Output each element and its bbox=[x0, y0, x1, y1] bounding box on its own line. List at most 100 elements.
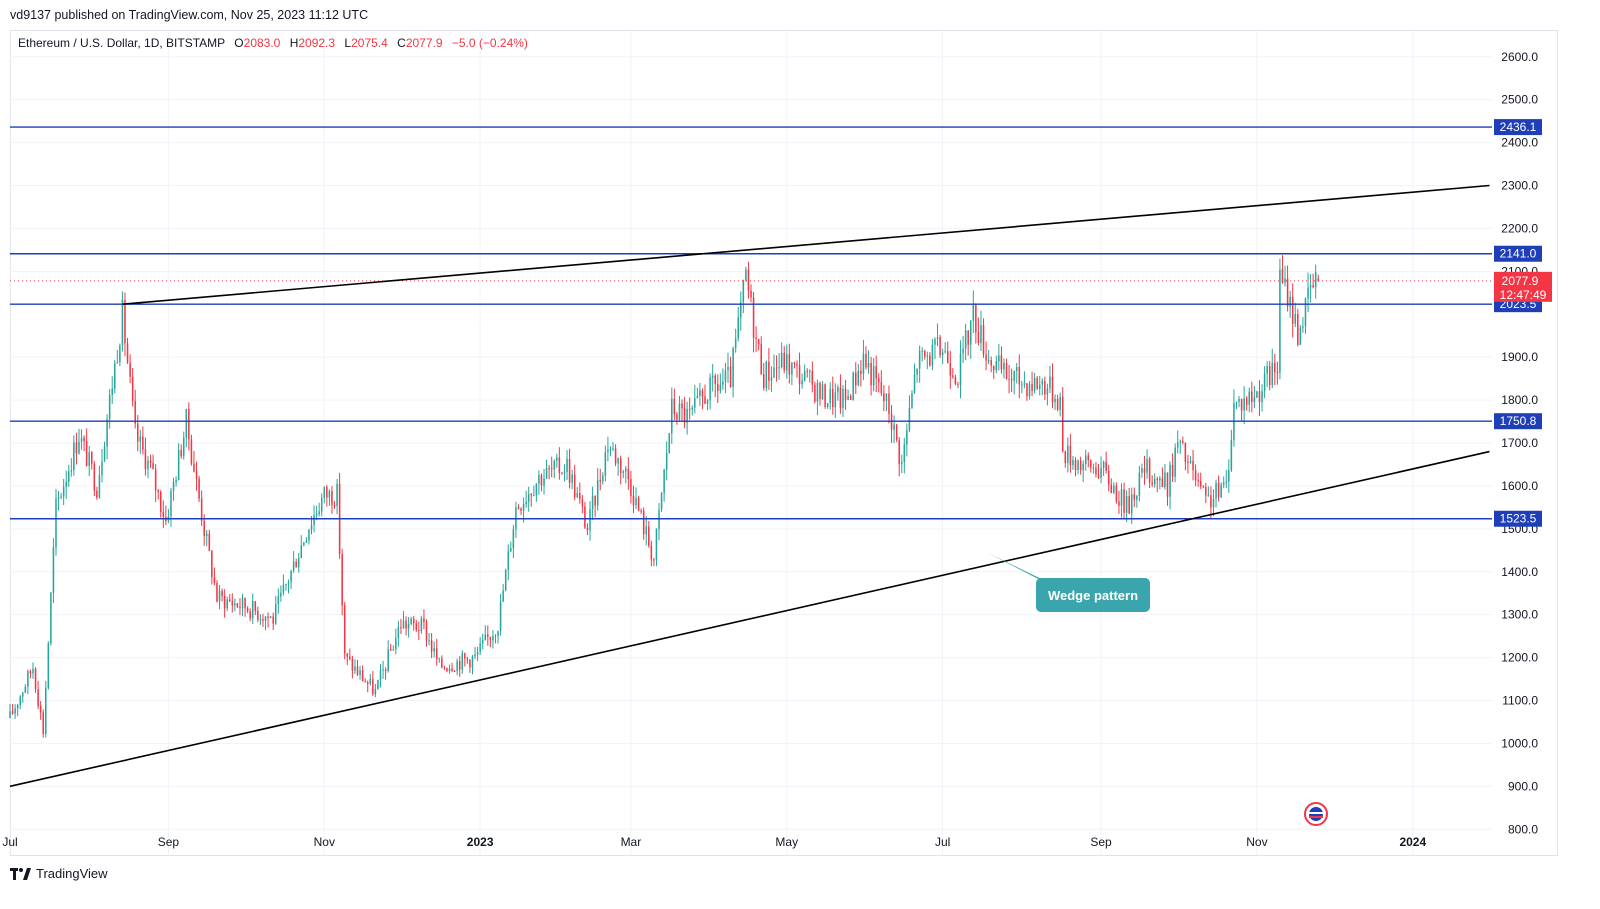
level-price-tag-text: 2436.1 bbox=[1500, 120, 1537, 134]
candle-body bbox=[1018, 367, 1021, 385]
candle-body bbox=[1207, 495, 1210, 497]
candle-body bbox=[269, 616, 272, 618]
candle-body bbox=[387, 649, 389, 671]
candle-body bbox=[1235, 401, 1238, 403]
candle-body bbox=[241, 597, 244, 608]
candle-body bbox=[998, 355, 1000, 362]
open-value: 2083.0 bbox=[243, 36, 281, 50]
candle-body bbox=[773, 367, 775, 378]
candle-body bbox=[563, 471, 566, 474]
candle-body bbox=[1222, 482, 1225, 485]
candle-body bbox=[188, 408, 190, 440]
candle-body bbox=[221, 590, 223, 596]
candle-body bbox=[430, 640, 433, 652]
candle-body bbox=[992, 365, 995, 371]
candle-body bbox=[522, 503, 525, 511]
candle-body bbox=[750, 290, 752, 298]
candle-body bbox=[561, 473, 563, 475]
candle-body bbox=[1133, 494, 1136, 500]
candle-body bbox=[1118, 501, 1120, 506]
candle-body bbox=[60, 496, 62, 498]
symbol-legend: Ethereum / U.S. Dollar, 1D, BITSTAMP O20… bbox=[18, 36, 528, 50]
candle-body bbox=[1217, 482, 1220, 498]
trendline-upper[interactable] bbox=[122, 184, 1490, 305]
candle-body bbox=[946, 351, 949, 363]
candle-body bbox=[686, 408, 688, 423]
candle-body bbox=[1286, 278, 1289, 307]
candle-body bbox=[568, 458, 571, 483]
candle-body bbox=[990, 360, 992, 366]
candle-body bbox=[1220, 484, 1222, 498]
candle-body bbox=[663, 469, 665, 494]
candle-body bbox=[190, 439, 193, 464]
candle-body bbox=[47, 643, 50, 688]
candle-body bbox=[1274, 362, 1276, 373]
candle-body bbox=[847, 396, 849, 400]
support-resistance-lines[interactable] bbox=[10, 126, 1492, 520]
candle-body bbox=[913, 374, 916, 394]
candle-body bbox=[1228, 470, 1230, 482]
candle-body bbox=[740, 302, 742, 318]
candle-body bbox=[1130, 494, 1133, 514]
candle-body bbox=[313, 515, 315, 525]
candle-body bbox=[1092, 467, 1095, 469]
candle-body bbox=[783, 352, 785, 371]
candle-body bbox=[788, 354, 791, 375]
price-tick-label: 900.0 bbox=[1508, 779, 1538, 793]
level-price-tag bbox=[1494, 119, 1542, 136]
candle-body bbox=[57, 497, 60, 499]
candle-body bbox=[1049, 376, 1051, 389]
open-label: O bbox=[234, 36, 244, 50]
candle-body bbox=[346, 653, 349, 657]
candle-body bbox=[1309, 285, 1312, 288]
candle-body bbox=[11, 711, 14, 714]
candle-body bbox=[918, 351, 921, 369]
current-price-tag-text: 2077.9 bbox=[1502, 274, 1539, 288]
candle-body bbox=[154, 469, 157, 491]
price-tick-label: 2300.0 bbox=[1501, 179, 1538, 193]
time-tick-label: Mar bbox=[621, 835, 642, 849]
price-tick-label: 1400.0 bbox=[1501, 565, 1538, 579]
candle-body bbox=[645, 526, 648, 535]
candle-body bbox=[1097, 474, 1100, 479]
candle-body bbox=[801, 380, 803, 385]
candle-body bbox=[1077, 460, 1079, 471]
price-tick-label: 1100.0 bbox=[1502, 694, 1538, 708]
candle-body bbox=[351, 658, 354, 671]
candle-body bbox=[366, 682, 369, 684]
candle-body bbox=[1304, 298, 1307, 327]
candle-body bbox=[420, 618, 423, 632]
wedge-trendlines[interactable] bbox=[9, 184, 1490, 788]
candle-body bbox=[860, 370, 862, 374]
time-axis[interactable]: Jul Sep Nov 2023 Mar May Jul Sep Nov 2024 bbox=[2, 835, 1426, 849]
candle-body bbox=[694, 398, 696, 408]
candle-body bbox=[1146, 458, 1148, 473]
time-tick-label: May bbox=[775, 835, 798, 849]
candle-body bbox=[852, 372, 854, 400]
candle-body bbox=[540, 475, 543, 486]
candle-body bbox=[205, 533, 208, 537]
candle-body bbox=[962, 348, 964, 354]
candle-body bbox=[1291, 296, 1294, 324]
candle-body bbox=[392, 649, 395, 651]
candle-body bbox=[673, 398, 676, 415]
price-axis[interactable]: 2600.02500.02400.02300.02200.02100.01900… bbox=[1494, 50, 1552, 837]
candle-body bbox=[1263, 373, 1266, 391]
candle-body bbox=[566, 458, 568, 472]
candle-body bbox=[203, 520, 205, 537]
candle-body bbox=[793, 362, 796, 364]
footer-brand[interactable]: TradingView bbox=[10, 866, 108, 881]
candle-body bbox=[484, 634, 487, 641]
candle-body bbox=[1115, 485, 1118, 502]
candle-body bbox=[975, 305, 977, 333]
candle-body bbox=[676, 414, 678, 420]
candle-body bbox=[1084, 455, 1087, 464]
candle-body bbox=[129, 362, 131, 377]
time-tick-label: Sep bbox=[158, 835, 180, 849]
candle-body bbox=[1248, 391, 1251, 405]
candle-body bbox=[706, 400, 709, 404]
trendline-lower[interactable] bbox=[9, 450, 1490, 788]
candle-body bbox=[446, 668, 448, 672]
wedge-callout[interactable]: Wedge pattern bbox=[988, 553, 1150, 612]
